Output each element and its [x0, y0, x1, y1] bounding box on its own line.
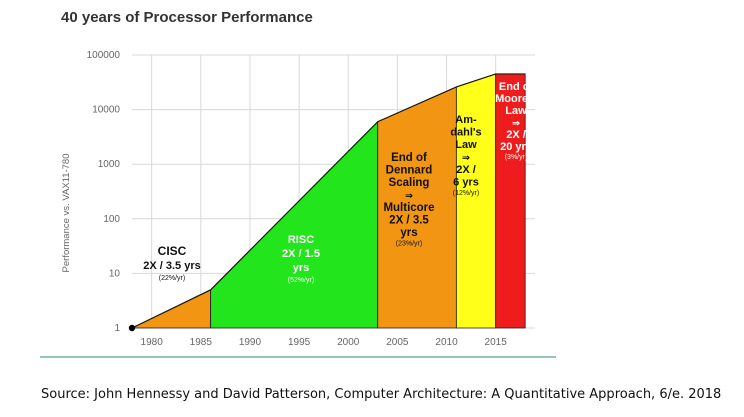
era-label-line: 2X / [456, 164, 476, 176]
y-axis-label: Performance vs. VAX11-780 [61, 154, 72, 273]
x-tick-label: 2015 [485, 337, 508, 348]
performance-outline [128, 73, 526, 332]
era-label-line: dahl's [450, 127, 481, 139]
chart-title: 40 years of Processor Performance [61, 9, 313, 26]
era-label-line: yrs [400, 227, 417, 239]
source-citation: Source: John Hennessy and David Patterso… [41, 387, 722, 402]
y-tick-label: 10 [109, 268, 121, 279]
y-tick-label: 1000 [98, 159, 121, 170]
era-label-line: Dennard [386, 165, 433, 177]
era-region-3 [455, 73, 497, 329]
era-rate-label: (22%/yr) [159, 275, 185, 282]
era-label-line: Law [455, 139, 477, 151]
era-label-line: Am- [455, 114, 477, 126]
era-label-line: 20 yrs [500, 141, 532, 153]
era-label-line: ⇒ [405, 191, 413, 201]
y-tick-label: 100000 [87, 50, 121, 61]
x-tick-label: 1980 [141, 337, 164, 348]
era-region-1 [210, 120, 379, 329]
x-axis-ticks: 1980 1985 1990 1995 2000 2005 2010 2015 [141, 337, 508, 348]
x-tick-label: 1995 [288, 337, 311, 348]
era-label-line: RISC [288, 234, 314, 246]
y-tick-label: 1 [114, 323, 120, 334]
era-label-line: ⇒ [512, 118, 520, 128]
era-rate-label: (52%/yr) [288, 277, 314, 284]
era-label-line: yrs [293, 262, 310, 274]
x-tick-label: 2000 [337, 337, 360, 348]
era-label-line: 2X / 3.5 [389, 215, 429, 227]
x-tick-label: 1990 [239, 337, 262, 348]
era-label-line: End of [499, 81, 534, 93]
era-label-line: ⇒ [462, 153, 470, 163]
x-tick-label: 2005 [386, 337, 409, 348]
era-label-line: 2X / 3.5 yrs [143, 260, 201, 272]
performance-line [131, 73, 526, 329]
era-rate-label: (3%/yr) [505, 154, 528, 161]
y-tick-label: 100 [103, 214, 120, 225]
era-label-line: Multicore [383, 202, 434, 214]
era-rate-label: (12%/yr) [453, 190, 479, 197]
era-labels: CISC 2X / 3.5 yrs (22%/yr) RISC 2X / 1.5 yrs (… [143, 81, 537, 284]
era-label-line: End of [391, 152, 427, 164]
era-label-line: CISC [158, 244, 187, 258]
era-regions [131, 73, 526, 329]
era-label-line: 6 yrs [453, 177, 479, 189]
x-tick-label: 2010 [435, 337, 458, 348]
era-label-line: Scaling [389, 177, 430, 189]
era-label-line: Law [505, 105, 527, 117]
performance-chart: 40 years of Processor Performance 1 10 100… [40, 9, 556, 358]
era-label-line: Moore's [495, 93, 537, 105]
era-rate-label: (23%/yr) [396, 241, 422, 248]
era-label-line: 2X / 1.5 [282, 248, 320, 260]
era-label-line: 2X / [506, 129, 526, 141]
y-axis-ticks: 1 10 100 1000 10000 100000 [87, 50, 121, 334]
x-tick-label: 1985 [190, 337, 213, 348]
start-point [128, 324, 136, 332]
y-tick-label: 10000 [92, 105, 120, 116]
